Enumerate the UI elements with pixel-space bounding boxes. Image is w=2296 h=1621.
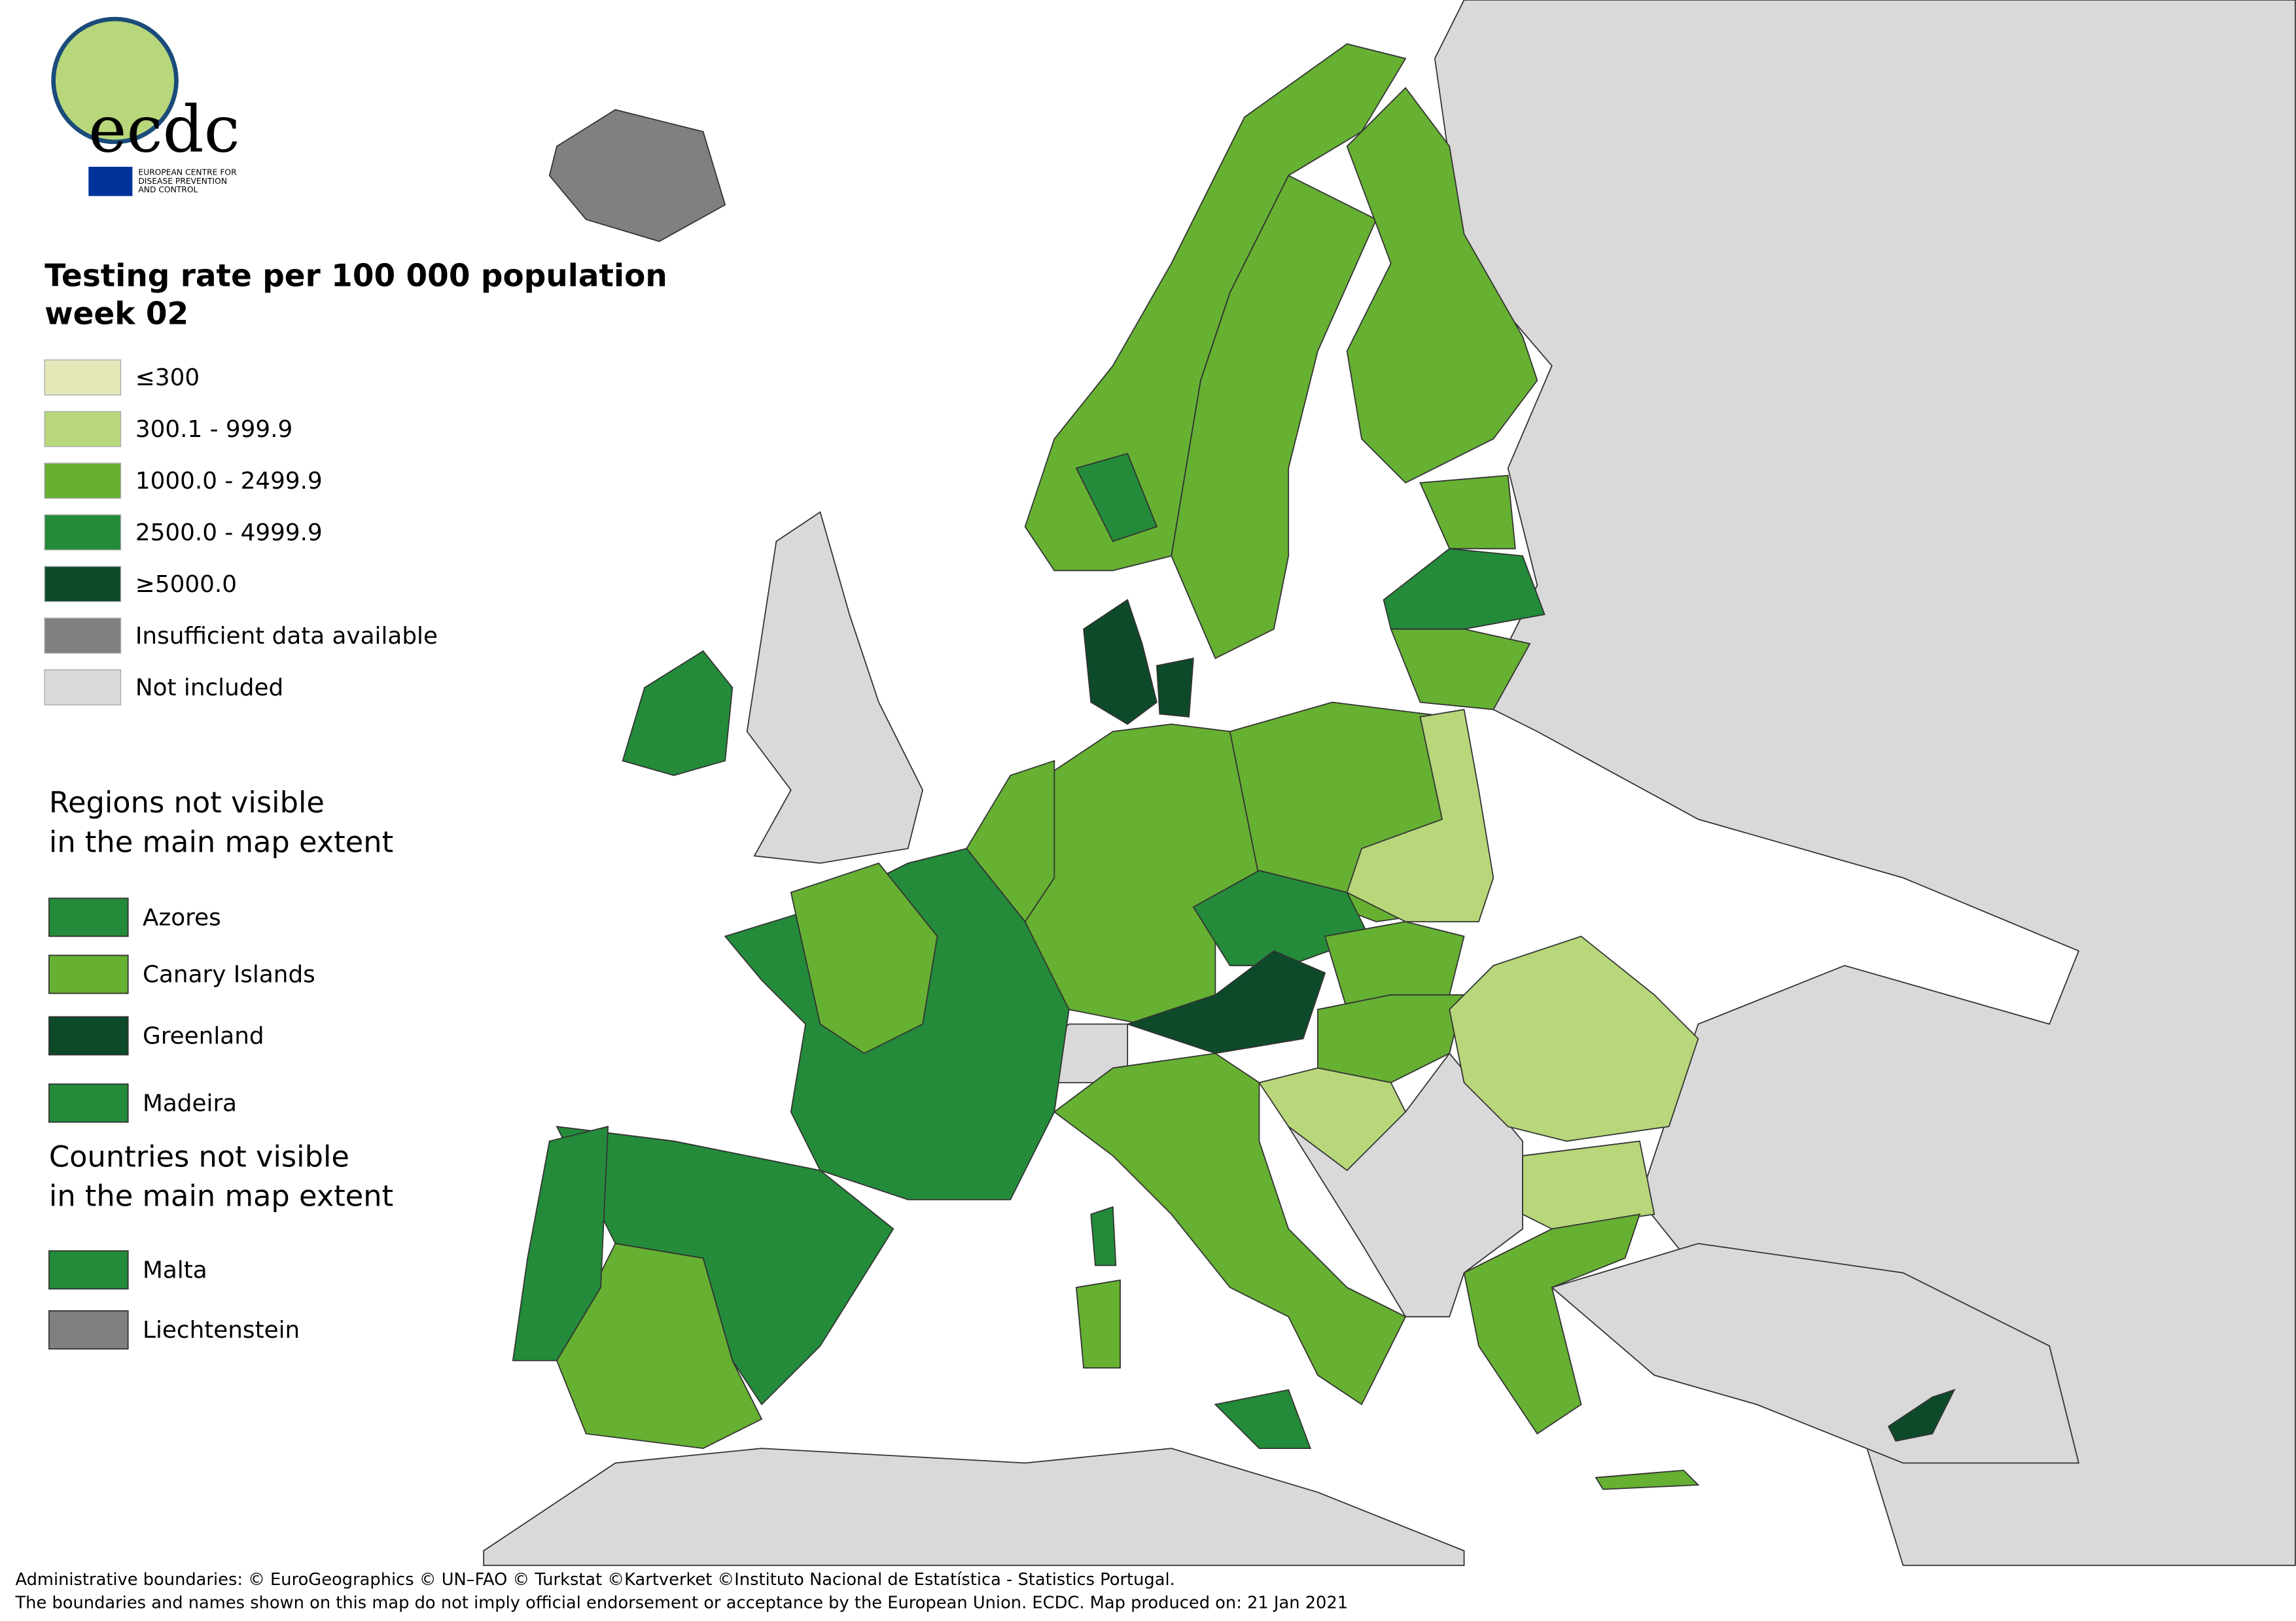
legend-swatch [44,514,122,551]
land-region [1258,1067,1407,1172]
legend-swatch [44,411,122,447]
land-not-included [483,1448,1465,1566]
land-region [1083,599,1157,725]
legend-title: Testing rate per 100 000 population [44,258,667,294]
legend-label: 1000.0 - 2499.9 [135,468,323,495]
legend-label: Not included [135,674,283,701]
legend-label: Malta [143,1257,207,1283]
land-region [1053,1053,1407,1406]
logo-globe [51,16,179,145]
legend-swatch [48,1016,129,1056]
legend-label: ≤300 [135,364,200,391]
logo-subtitle: DISEASE PREVENTION [138,177,227,186]
legend-label: Madeira [143,1090,237,1117]
legend-label: Canary Islands [143,962,315,988]
land-region [1024,723,1260,1025]
land-region [1887,1389,1956,1442]
legend-label: Liechtenstein [143,1317,300,1344]
land-region [1156,657,1194,718]
legend-swatch [48,1083,129,1123]
land-region [790,862,938,1055]
legend-label: Insufficient data available [135,623,438,650]
land-region [1390,628,1531,710]
land-region [512,1125,609,1361]
legend-label: Greenland [143,1023,264,1050]
land-region [1090,1206,1117,1266]
legend-swatch [48,1250,129,1290]
legend-swatch [44,359,122,396]
land-region [1214,1389,1312,1449]
land-region [1346,86,1538,484]
legend-label: 300.1 - 999.9 [135,416,292,443]
land-insufficient [548,109,726,242]
land-region [1383,548,1545,630]
logo-subtitle: AND CONTROL [138,185,198,194]
land-region [1171,175,1377,659]
land-region [1346,708,1494,922]
land-not-included [1434,0,2296,1566]
logo-flag [88,166,133,196]
legend-swatch [48,954,129,994]
legend-swatch [48,898,129,937]
section-title: in the main map extent [49,824,393,859]
legend-title: week 02 [44,296,188,332]
land-region [1595,1469,1700,1490]
legend-swatch [44,669,122,706]
land-region [1075,1279,1121,1368]
land-region [1419,474,1516,549]
land-region [1324,921,1465,1011]
legend-label: Azores [143,904,221,931]
logo-subtitle: EUROPEAN CENTRE FOR [138,167,237,177]
footer-note: The boundaries and names shown on this m… [14,1594,1348,1613]
legend-swatch [44,566,122,602]
logo-text: ecdc [88,92,239,167]
land-not-included [746,511,924,864]
legend-swatch [48,1310,129,1350]
legend-label: ≥5000.0 [135,571,237,598]
map-shapes [483,0,2296,1566]
land-region [1463,1213,1641,1435]
legend-swatch [44,618,122,654]
land-region [622,650,733,776]
legend-label: 2500.0 - 4999.9 [135,519,323,546]
land-not-included [1550,1243,2080,1464]
section-title: in the main map extent [49,1179,393,1213]
legend-swatch [44,462,122,499]
footer-note: Administrative boundaries: © EuroGeograp… [15,1570,1174,1590]
land-region [1449,935,1699,1142]
logo [51,16,179,196]
section-title: Countries not visible [49,1139,349,1174]
section-title: Regions not visible [49,785,325,820]
land-region [1075,453,1158,542]
